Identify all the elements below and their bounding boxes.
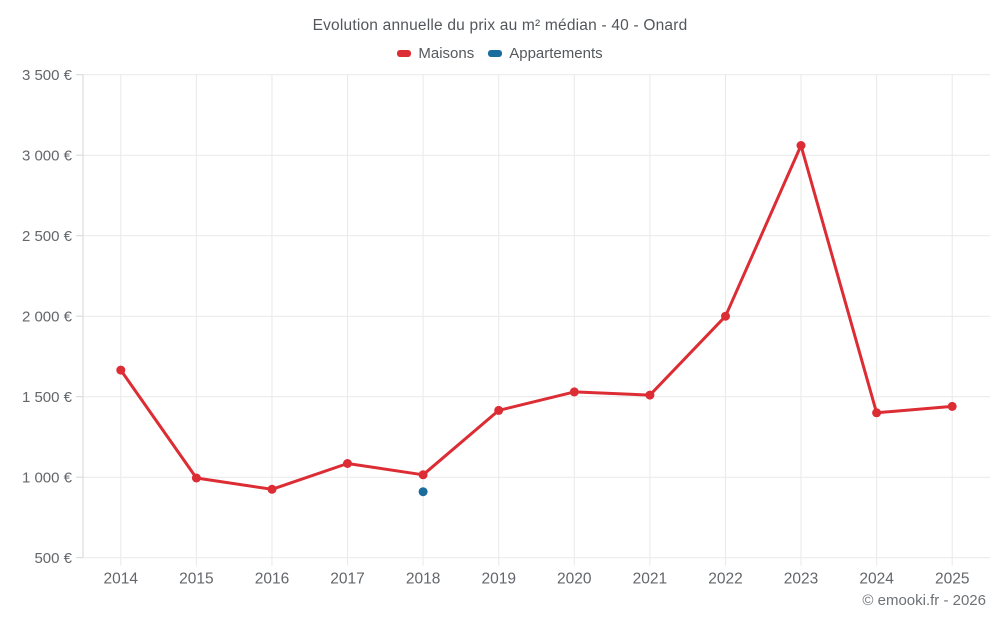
ytick-label-1500: 1 500 € [22, 389, 73, 406]
xtick-label-2015: 2015 [179, 571, 213, 588]
data-point-maisons-2016[interactable] [267, 484, 277, 494]
data-point-maisons-2023[interactable] [796, 141, 806, 150]
data-point-maisons-2014[interactable] [116, 365, 126, 375]
legend-item-appartements[interactable]: Appartements [488, 45, 603, 62]
chart-title: Evolution annuelle du prix au m² médian … [312, 17, 688, 34]
ytick-label-2000: 2 000 € [22, 308, 73, 325]
legend-label-appartements: Appartements [509, 45, 603, 62]
series-line-maisons [119, 144, 954, 491]
ytick-label-2500: 2 500 € [22, 228, 73, 245]
xtick-label-2021: 2021 [633, 571, 667, 588]
legend-item-maisons[interactable]: Maisons [397, 45, 474, 62]
data-point-maisons-2024[interactable] [872, 408, 882, 418]
xtick-label-2014: 2014 [104, 571, 139, 588]
data-point-maisons-2018[interactable] [418, 470, 428, 480]
xtick-label-2023: 2023 [784, 571, 818, 588]
ytick-label-500: 500 € [34, 550, 72, 567]
xtick-label-2016: 2016 [255, 571, 289, 588]
data-point-maisons-2017[interactable] [343, 459, 352, 468]
xtick-label-2019: 2019 [481, 571, 515, 588]
xtick-label-2022: 2022 [708, 571, 742, 588]
data-point-maisons-2019[interactable] [494, 405, 504, 415]
legend-label-maisons: Maisons [418, 45, 475, 62]
ytick-label-3000: 3 000 € [22, 147, 73, 164]
ytick-label-1000: 1 000 € [22, 469, 73, 486]
attribution: © emooki.fr - 2026 [862, 592, 986, 609]
xtick-label-2017: 2017 [330, 571, 364, 588]
xtick-label-2020: 2020 [557, 571, 592, 588]
data-point-maisons-2025[interactable] [947, 401, 957, 411]
data-point-appartements-2018[interactable] [418, 487, 428, 497]
data-point-maisons-2021[interactable] [645, 390, 655, 400]
data-point-maisons-2022[interactable] [721, 311, 730, 321]
chart-legend: Maisons Appartements [0, 45, 1000, 62]
ytick-label-3500: 3 500 € [22, 67, 73, 84]
data-point-maisons-2020[interactable] [569, 387, 579, 397]
maisons-swatch-icon [397, 50, 412, 57]
data-point-maisons-2015[interactable] [191, 473, 201, 483]
xtick-label-2024: 2024 [859, 571, 894, 588]
xtick-label-2018: 2018 [406, 571, 440, 588]
appartements-swatch-icon [488, 50, 503, 57]
xtick-label-2025: 2025 [935, 571, 969, 588]
